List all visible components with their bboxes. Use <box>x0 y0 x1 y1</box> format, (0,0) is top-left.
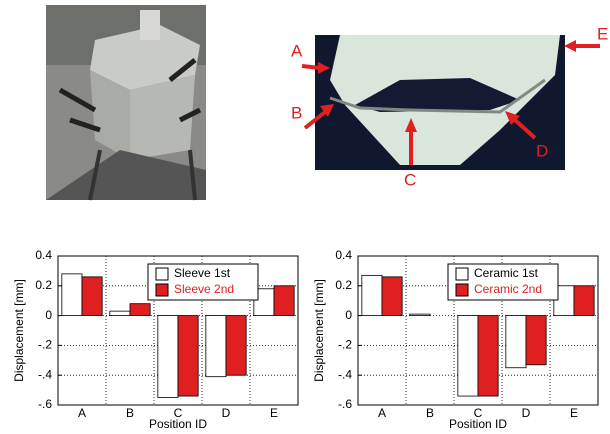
y-tick-label: -.4 <box>38 367 52 381</box>
plot-frame <box>57 255 299 406</box>
x-tick-label: B <box>426 406 434 420</box>
y-tick-label: 0.2 <box>35 278 52 292</box>
bar <box>381 276 403 316</box>
y-tick-label: 0 <box>45 308 52 322</box>
photo-label: D <box>536 141 548 160</box>
bar <box>273 285 295 316</box>
legend-swatch <box>455 283 469 297</box>
bar <box>505 315 527 369</box>
photo-label: B <box>291 103 302 122</box>
x-axis-label: Position ID <box>149 417 207 429</box>
bar <box>477 315 499 397</box>
legend-label: Ceramic 1st <box>474 266 539 280</box>
photo-arrows <box>301 40 600 165</box>
x-tick-label: B <box>126 406 134 420</box>
legend-swatch <box>455 267 469 281</box>
y-tick-label: -.2 <box>338 338 352 352</box>
bar <box>81 276 103 316</box>
x-axis-label: Position ID <box>449 417 507 429</box>
legend-swatch <box>155 283 169 297</box>
bar <box>61 273 83 317</box>
x-tick-label: E <box>570 406 578 420</box>
bar <box>109 310 131 317</box>
y-tick-label: 0.4 <box>335 248 352 262</box>
photo-label: A <box>291 41 303 60</box>
bar <box>177 315 199 397</box>
bar <box>573 285 595 316</box>
x-tick-label: A <box>378 406 386 420</box>
bar <box>129 303 151 316</box>
y-axis-label: Displacement [mm] <box>312 279 326 382</box>
legend-label: Ceramic 2nd <box>474 282 542 296</box>
photo-label: C <box>404 170 416 189</box>
x-tick-label: C <box>174 406 183 420</box>
legend-label: Sleeve 2nd <box>174 282 234 296</box>
y-tick-label: -.2 <box>38 338 52 352</box>
y-tick-label: 0 <box>345 308 352 322</box>
photo-sleeve <box>315 35 565 170</box>
x-tick-label: E <box>270 406 278 420</box>
x-tick-label: C <box>474 406 483 420</box>
y-tick-label: -.6 <box>338 397 352 411</box>
x-tick-label: D <box>222 406 231 420</box>
x-tick-label: D <box>522 406 531 420</box>
y-tick-label: 0.2 <box>335 278 352 292</box>
y-tick-label: -.4 <box>338 367 352 381</box>
bar <box>205 315 227 378</box>
bar <box>457 315 479 397</box>
x-tick-label: A <box>78 406 86 420</box>
photo-label: E <box>597 24 608 43</box>
y-tick-label: 0.4 <box>35 248 52 262</box>
legend-label: Sleeve 1st <box>174 266 231 280</box>
photo-apparatus <box>46 5 206 201</box>
bar <box>409 313 431 316</box>
bar <box>157 315 179 398</box>
bar <box>361 274 383 316</box>
y-tick-label: -.6 <box>38 397 52 411</box>
legend-swatch <box>155 267 169 281</box>
bar <box>525 315 547 366</box>
bar <box>225 315 247 376</box>
y-axis-label: Displacement [mm] <box>12 279 26 382</box>
plot-frame <box>357 255 599 406</box>
